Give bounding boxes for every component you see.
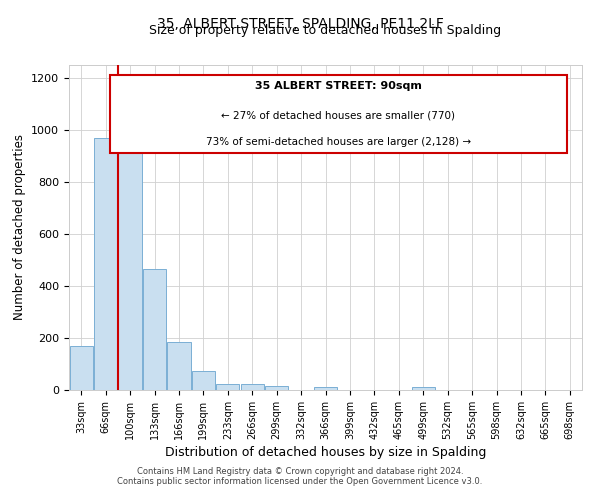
Text: Contains HM Land Registry data © Crown copyright and database right 2024.: Contains HM Land Registry data © Crown c… (137, 467, 463, 476)
Text: 35, ALBERT STREET, SPALDING, PE11 2LF: 35, ALBERT STREET, SPALDING, PE11 2LF (157, 18, 443, 32)
Text: ← 27% of detached houses are smaller (770): ← 27% of detached houses are smaller (77… (221, 110, 455, 120)
Bar (412, 388, 435, 390)
FancyBboxPatch shape (110, 74, 566, 153)
Y-axis label: Number of detached properties: Number of detached properties (13, 134, 26, 320)
X-axis label: Distribution of detached houses by size in Spalding: Distribution of detached houses by size … (165, 446, 486, 459)
Text: 73% of semi-detached houses are larger (2,128) →: 73% of semi-detached houses are larger (… (206, 136, 471, 146)
Text: Contains public sector information licensed under the Open Government Licence v3: Contains public sector information licen… (118, 477, 482, 486)
Title: Size of property relative to detached houses in Spalding: Size of property relative to detached ho… (149, 24, 502, 38)
Bar (192, 370, 215, 390)
Bar (167, 342, 191, 390)
Text: 35 ALBERT STREET: 90sqm: 35 ALBERT STREET: 90sqm (255, 81, 422, 91)
Bar (241, 384, 264, 390)
Bar (216, 384, 239, 390)
Bar (94, 138, 117, 390)
Bar (143, 269, 166, 390)
Bar (314, 388, 337, 390)
Bar (70, 346, 93, 390)
Bar (118, 130, 142, 390)
Bar (265, 386, 288, 390)
